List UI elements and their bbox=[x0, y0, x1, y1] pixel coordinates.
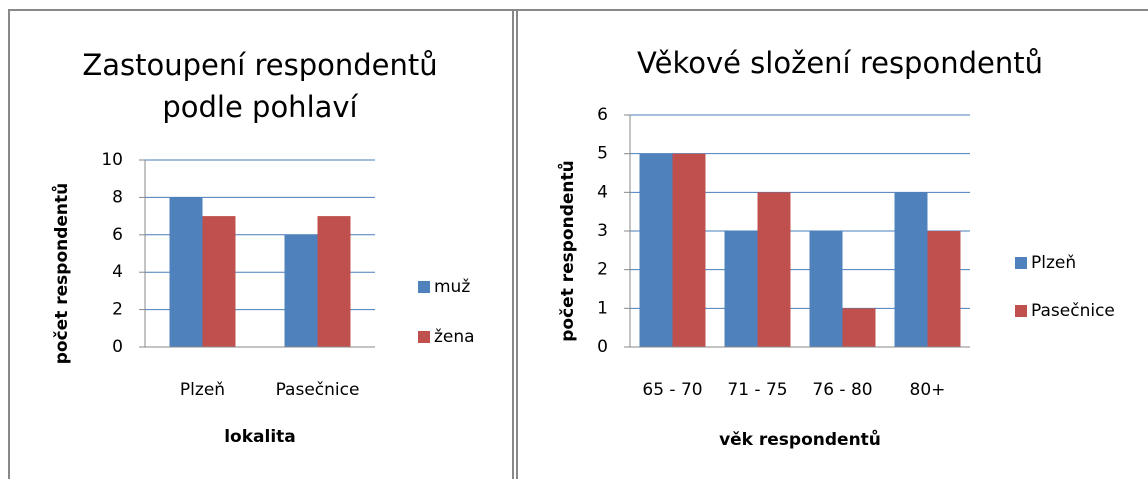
x-tick-label: 65 - 70 bbox=[642, 380, 702, 400]
x-tick-label: 71 - 75 bbox=[727, 380, 787, 400]
y-tick-label: 8 bbox=[112, 187, 123, 207]
y-tick-label: 4 bbox=[597, 182, 608, 202]
bar bbox=[894, 192, 928, 347]
y-tick-label: 3 bbox=[597, 221, 608, 241]
y-tick-label: 6 bbox=[597, 105, 608, 125]
y-tick-label: 5 bbox=[597, 144, 608, 164]
bar bbox=[202, 216, 236, 347]
y-tick-label: 10 bbox=[101, 150, 123, 170]
y-tick-label: 2 bbox=[112, 300, 123, 320]
bar bbox=[317, 216, 351, 347]
bar bbox=[284, 234, 318, 347]
legend-label: Plzeň bbox=[1031, 253, 1076, 273]
legend-swatch bbox=[1015, 257, 1027, 269]
chart-title: Věkové složení respondentů bbox=[637, 46, 1043, 80]
bar bbox=[672, 153, 706, 347]
y-tick-label: 0 bbox=[112, 337, 123, 357]
y-tick-label: 4 bbox=[112, 262, 123, 282]
y-tick-label: 0 bbox=[597, 337, 608, 357]
x-axis-label: věk respondentů bbox=[719, 428, 881, 450]
bar bbox=[809, 231, 843, 347]
bar bbox=[639, 153, 673, 347]
x-tick-label: Pasečnice bbox=[276, 380, 360, 400]
legend-swatch bbox=[418, 331, 430, 343]
y-tick-label: 6 bbox=[112, 225, 123, 245]
bar bbox=[842, 308, 876, 347]
legend-swatch bbox=[1015, 305, 1027, 317]
bar bbox=[724, 231, 758, 347]
legend-label: Pasečnice bbox=[1031, 301, 1115, 321]
bar bbox=[927, 231, 961, 347]
legend-label: muž bbox=[434, 277, 470, 297]
x-axis-label: lokalita bbox=[224, 427, 296, 447]
x-tick-label: 76 - 80 bbox=[812, 380, 872, 400]
legend-swatch bbox=[418, 281, 430, 293]
y-axis-label: počet respondentů bbox=[556, 160, 578, 342]
y-axis-label: počet respondentů bbox=[50, 183, 72, 365]
legend-label: žena bbox=[434, 327, 475, 347]
x-tick-label: 80+ bbox=[910, 380, 946, 400]
chart-title: Zastoupení respondentů podle pohlaví bbox=[82, 48, 438, 124]
x-tick-label: Plzeň bbox=[180, 380, 225, 400]
bar bbox=[757, 192, 791, 347]
y-tick-label: 2 bbox=[597, 260, 608, 280]
bar bbox=[169, 197, 203, 347]
y-tick-label: 1 bbox=[597, 298, 608, 318]
